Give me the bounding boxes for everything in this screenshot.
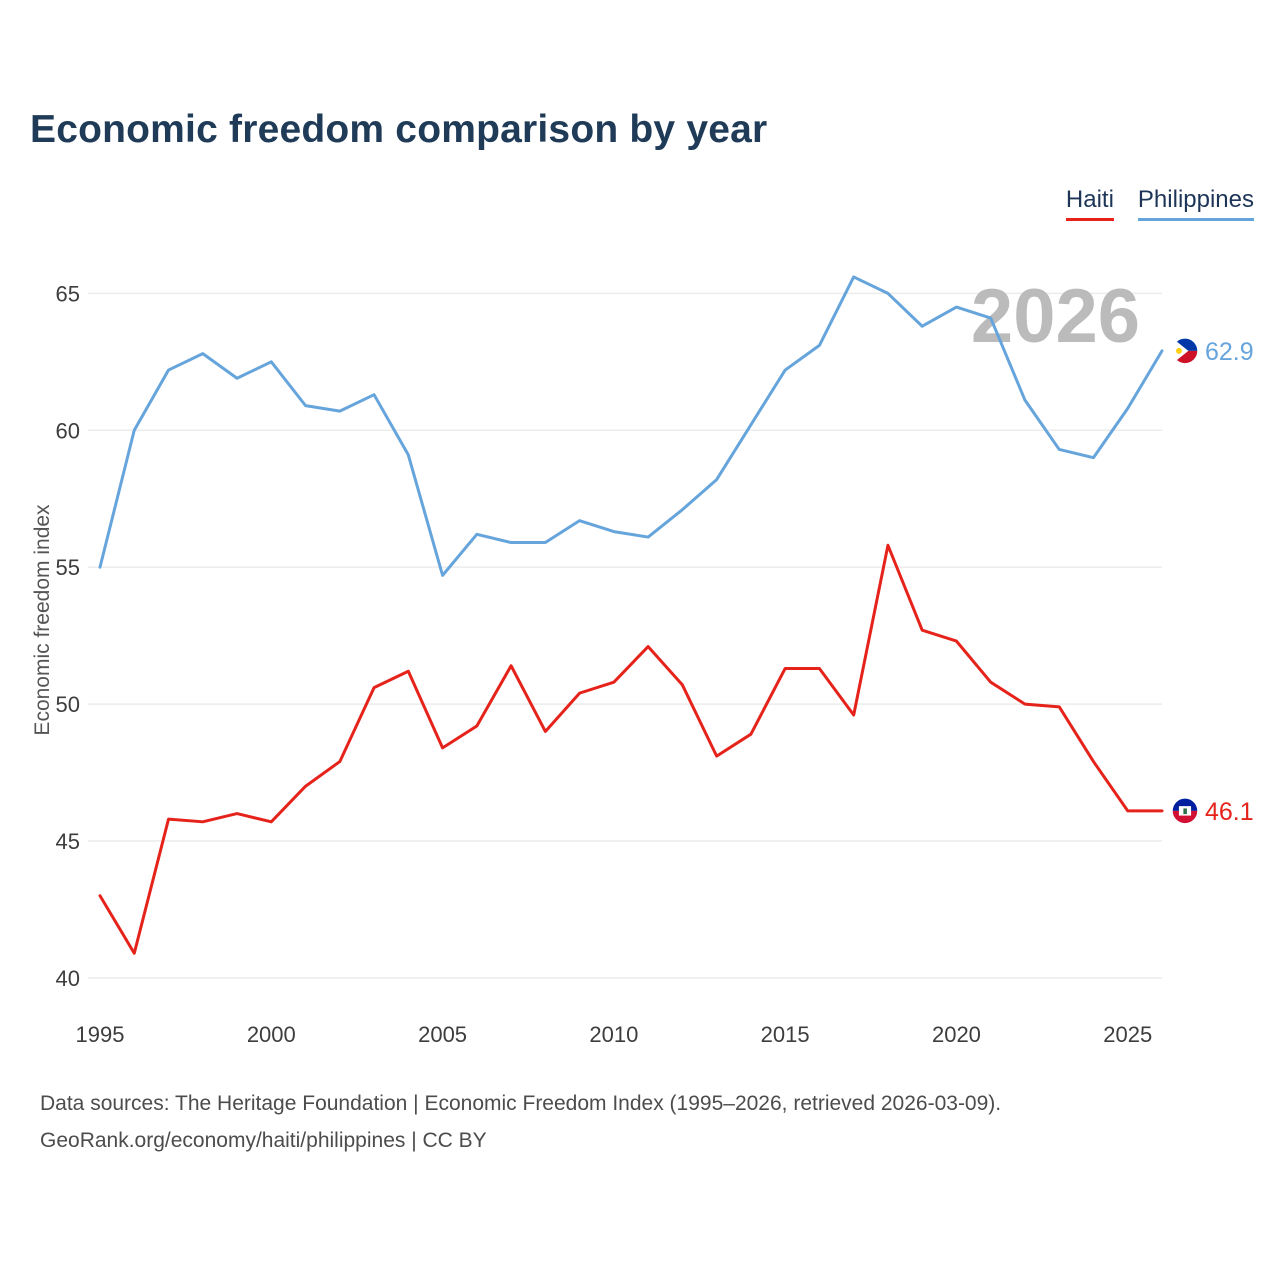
y-tick-label: 55 [56,555,80,580]
haiti-series-line [98,543,1164,955]
y-tick-label: 65 [56,281,80,306]
philippines-series-line [98,275,1164,577]
legend-item-philippines[interactable]: Philippines [1137,186,1254,221]
data-source-note: Data sources: The Heritage Foundation | … [40,1086,1001,1160]
x-tick-label: 2010 [589,1022,638,1047]
y-tick-label: 50 [56,692,80,717]
legend: Haiti Philippines [1065,186,1254,221]
y-tick-label: 45 [56,829,80,854]
haiti-flag-icon [1171,797,1199,825]
philippines-flag-icon [1171,337,1199,365]
watermark-year: 2026 [971,274,1140,359]
x-tick-label: 2000 [247,1022,296,1047]
x-tick-label: 2020 [932,1022,981,1047]
x-tick-label: 2025 [1103,1022,1152,1047]
data-source-line-1: Data sources: The Heritage Foundation | … [40,1092,1002,1115]
y-tick-label: 40 [56,966,80,991]
philippines-end-value: 62.9 [1205,338,1254,366]
data-source-line-2: GeoRank.org/economy/haiti/philippines | … [40,1128,487,1152]
haiti-end-value: 46.1 [1205,798,1254,826]
x-tick-label: 2015 [761,1022,810,1047]
x-tick-label: 1995 [76,1022,125,1047]
chart-title: Economic freedom comparison by year [30,108,768,151]
x-tick-label: 2005 [418,1022,467,1047]
y-tick-label: 60 [56,418,80,443]
legend-item-haiti[interactable]: Haiti [1065,186,1114,221]
